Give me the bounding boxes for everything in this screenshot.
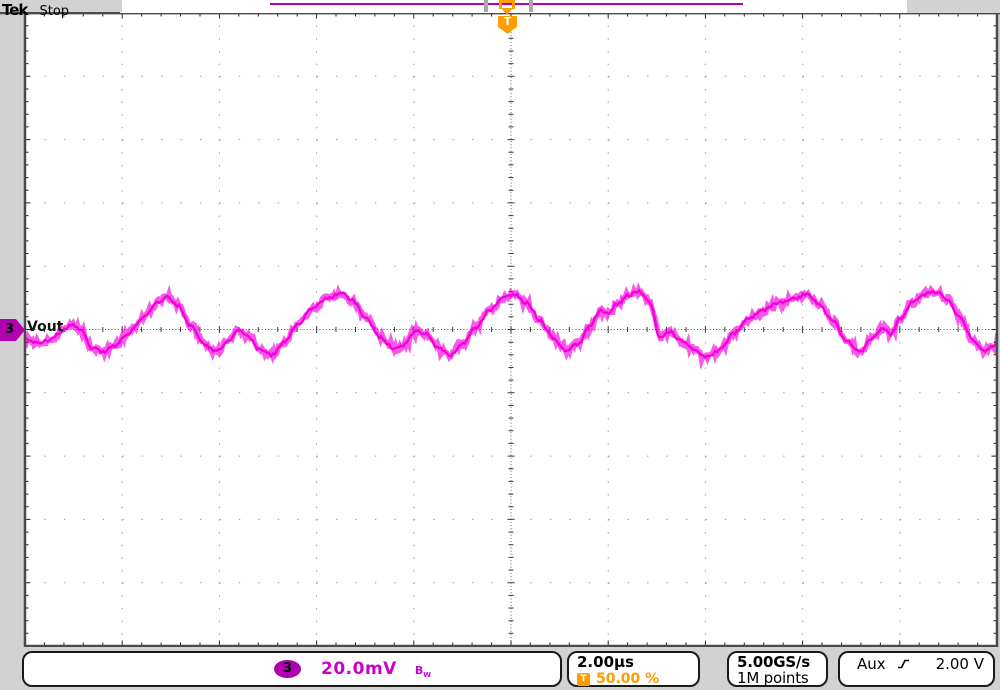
status-area: Tek Stop: [0, 0, 122, 18]
acquisition-status: Stop: [39, 4, 70, 19]
horizontal-scale: 2.00µs: [577, 653, 634, 671]
trigger-position-arrow-icon: [501, 8, 513, 15]
record-view-trigger-marker[interactable]: [499, 0, 515, 9]
acquisition-readout[interactable]: 5.00GS/s 1M points: [727, 651, 828, 687]
trigger-position-percent: 50.00 %: [596, 671, 660, 687]
channel3-scale: 20.0mV: [321, 659, 397, 679]
channel3-marker-number: 3: [5, 322, 15, 337]
record-view-waveform-line: [270, 3, 743, 5]
horizontal-readout[interactable]: 2.00µs T 50.00 %: [567, 651, 700, 687]
rising-edge-icon: [897, 659, 909, 669]
channel3-position-marker[interactable]: 3: [0, 319, 25, 341]
channel3-badge: 3: [274, 660, 301, 678]
graticule-border: [0, 11, 1000, 648]
trigger-level: 2.00 V: [935, 655, 984, 673]
trigger-position-flag[interactable]: T: [498, 16, 517, 34]
tek-logo: Tek: [2, 1, 28, 19]
bandwidth-limit-icon: BW: [414, 664, 431, 679]
channel3-waveform-label: Vout: [27, 319, 64, 335]
waveform-trace: [25, 288, 997, 360]
trigger-source: Aux: [857, 655, 886, 673]
sample-rate: 5.00GS/s: [737, 653, 810, 671]
trigger-icon: T: [577, 672, 590, 686]
top-right-panel: [907, 0, 1000, 13]
record-view-right-bracket[interactable]: [529, 0, 533, 12]
record-view-left-bracket[interactable]: [484, 0, 488, 12]
channel3-waveform: [25, 281, 997, 371]
record-length: 1M points: [737, 669, 809, 687]
trigger-readout[interactable]: Aux 2.00 V: [838, 651, 995, 687]
trigger-flag-label: T: [503, 15, 512, 28]
channel3-readout[interactable]: 3 20.0mV BW: [22, 651, 562, 687]
